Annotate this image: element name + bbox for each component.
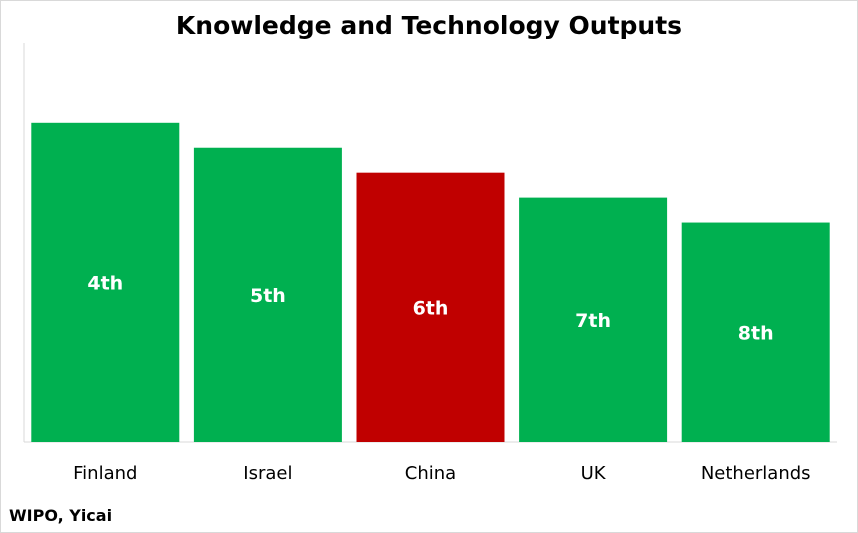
bar-china	[356, 172, 505, 443]
data-label-china: 6th	[413, 297, 449, 319]
source-note: WIPO, Yicai	[9, 506, 113, 525]
bars-layer	[31, 122, 830, 443]
data-label-finland: 4th	[87, 272, 123, 294]
x-tick-label-uk: UK	[581, 463, 607, 484]
x-tick-label-finland: Finland	[73, 463, 137, 484]
x-tick-label-israel: Israel	[243, 463, 292, 484]
x-tick-label-netherlands: Netherlands	[701, 463, 811, 484]
data-label-uk: 7th	[575, 310, 611, 332]
bar-israel	[193, 147, 342, 443]
x-tick-label-china: China	[405, 463, 456, 484]
chart-title: Knowledge and Technology Outputs	[175, 11, 683, 40]
labels-layer: 4th Finland 5th Israel 6th China 7th UK 8th Nethe…	[73, 272, 810, 484]
bar-finland	[31, 122, 180, 443]
bar-uk	[519, 197, 668, 442]
data-label-israel: 5th	[250, 285, 286, 307]
bar-netherlands	[681, 222, 830, 442]
data-label-netherlands: 8th	[738, 322, 774, 344]
